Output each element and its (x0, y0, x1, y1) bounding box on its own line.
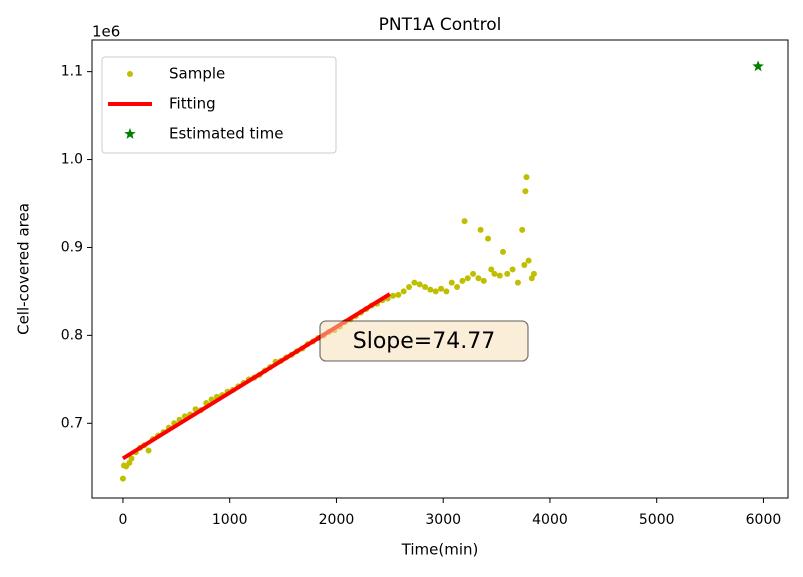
sample-point (519, 226, 526, 233)
sample-point (422, 284, 429, 291)
legend-frame (101, 56, 337, 154)
x-tick-label: 4000 (532, 512, 568, 528)
sample-point (480, 277, 487, 284)
y-tick-label: 0.7 (61, 415, 83, 431)
sample-point (416, 281, 423, 288)
annotation: Slope=74.77 (353, 329, 495, 354)
sample-point (485, 235, 492, 242)
legend-label: Sample (169, 65, 225, 83)
sample-point (491, 270, 498, 277)
legend-swatch (124, 128, 136, 139)
x-tick-label: 0 (118, 512, 127, 528)
sample-point (128, 455, 135, 462)
sample-point (464, 275, 471, 282)
star-point (752, 60, 764, 72)
chart-title: PNT1A Control (379, 15, 502, 35)
sample-point (504, 270, 511, 277)
legend-label: Fitting (169, 95, 216, 113)
legend-label: Estimated time (169, 125, 283, 143)
sample-point (475, 275, 482, 282)
sample-point (509, 266, 516, 273)
sample-point (530, 270, 537, 277)
y-axis-label: Cell-covered area (15, 203, 33, 335)
plot-frame (91, 39, 789, 499)
y-tick-label: 1.0 (61, 152, 83, 168)
sample-point (488, 266, 495, 273)
sample-point (454, 284, 461, 291)
legend: Sample Fitting Estimated time (101, 56, 337, 154)
sample-point (448, 279, 455, 286)
sample-point (411, 279, 418, 286)
sample-point (525, 257, 532, 264)
sample-point (427, 286, 434, 293)
sample-point (522, 188, 529, 195)
sample-point (459, 277, 466, 284)
sample-point (119, 475, 126, 482)
sample-point (521, 262, 528, 269)
x-tick-label: 2000 (319, 512, 355, 528)
x-tick-label: 5000 (639, 512, 675, 528)
sample-point (438, 285, 445, 292)
sample-point (443, 288, 450, 295)
x-axis-label: Time(min) (401, 541, 479, 559)
y-offset-label: 1e6 (92, 23, 120, 41)
sample-point (395, 291, 402, 298)
x-tick-label: 6000 (746, 512, 782, 528)
y-tick-label: 0.9 (61, 239, 83, 255)
sample-point (499, 248, 506, 255)
sample-point (432, 288, 439, 295)
y-tick-label: 0.8 (61, 327, 83, 343)
legend-swatch (127, 71, 133, 77)
y-tick-label: 1.1 (61, 64, 83, 80)
sample-point (514, 279, 521, 286)
x-tick-label: 3000 (425, 512, 461, 528)
sample-point (477, 226, 484, 233)
x-tick-label: 1000 (212, 512, 248, 528)
annotation-box (319, 320, 529, 362)
sample-point (400, 288, 407, 295)
sample-point (461, 218, 468, 225)
sample-point (523, 174, 530, 181)
sample-point (406, 284, 413, 291)
sample-point (496, 272, 503, 279)
sample-point (145, 447, 152, 454)
fit-line (121, 292, 391, 461)
sample-point (470, 270, 477, 277)
sample-point (390, 292, 397, 299)
